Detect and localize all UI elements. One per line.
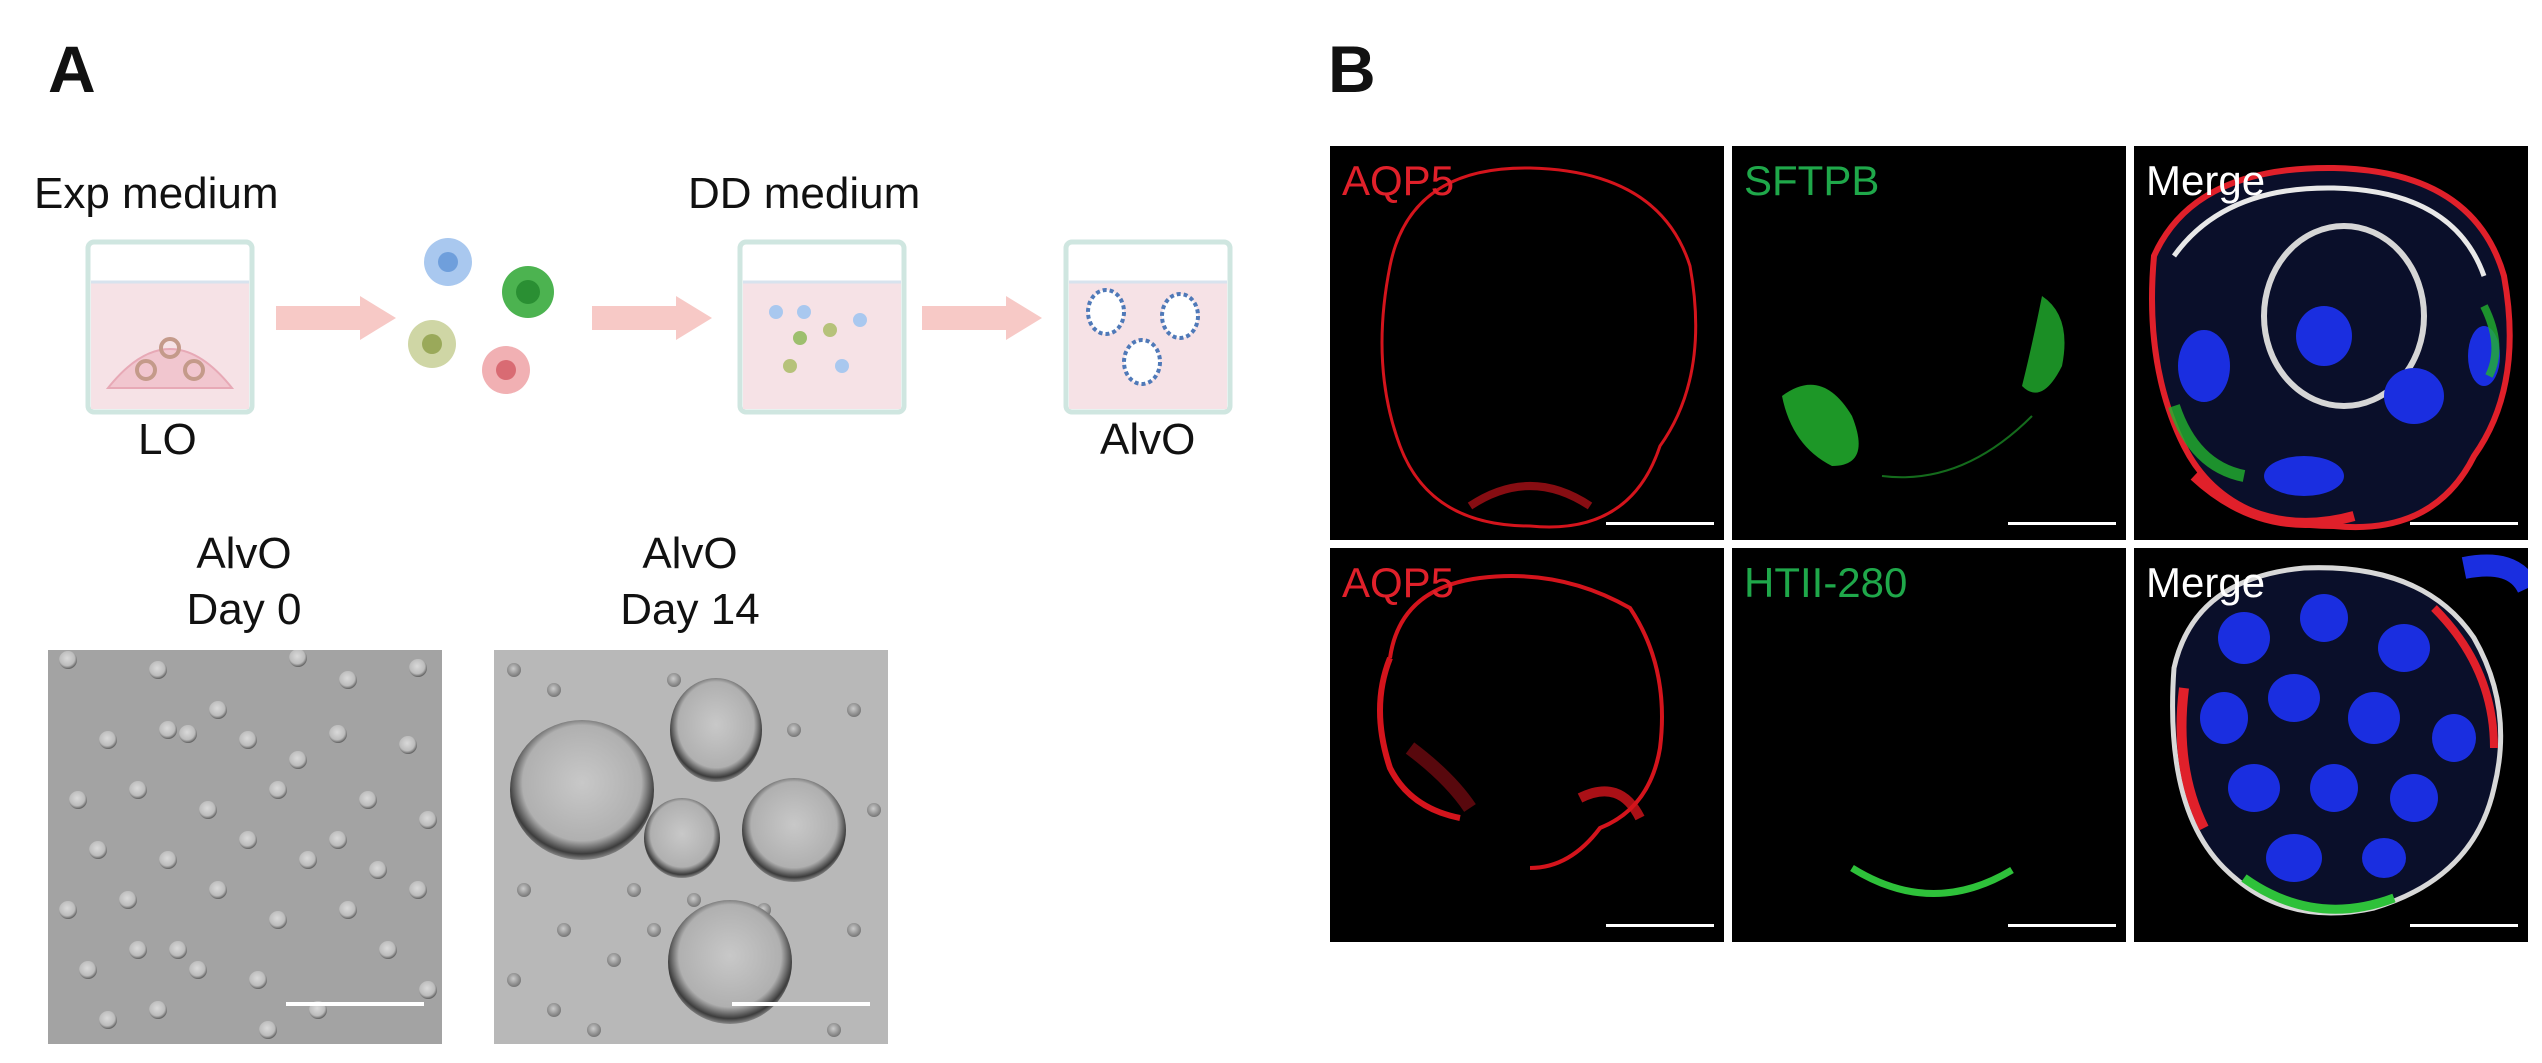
row2-htii280-scale-bar <box>2008 924 2116 927</box>
row2-merge-scale-bar <box>2410 924 2518 927</box>
exp-medium-well-icon <box>85 239 255 415</box>
arrow-3-icon <box>922 296 1042 340</box>
row1-aqp5-label: AQP5 <box>1342 157 1455 204</box>
row2-aqp5-label: AQP5 <box>1342 559 1455 606</box>
day0-title-line2: Day 0 <box>186 585 302 634</box>
row2-merge-image: Merge <box>2134 548 2528 942</box>
alvo-label: AlvO <box>1100 415 1196 464</box>
workflow-schematic <box>85 238 1233 415</box>
panel-b-letter: B <box>1328 32 1376 106</box>
day0-scale-bar <box>286 1002 424 1006</box>
row2-htii280-image: HTII-280 <box>1732 548 2126 942</box>
row2-aqp5-image: AQP5 <box>1330 548 1724 942</box>
day14-brightfield-image <box>494 650 888 1044</box>
dd-medium-label: DD medium <box>688 169 921 218</box>
row1-merge-image: Merge <box>2134 146 2528 540</box>
exp-medium-label: Exp medium <box>34 169 279 218</box>
dd-medium-well-icon <box>737 239 907 415</box>
row1-merge-scale-bar <box>2410 522 2518 525</box>
row1-merge-label: Merge <box>2146 157 2266 204</box>
row2-merge-label: Merge <box>2146 559 2266 606</box>
lo-label: LO <box>138 415 197 464</box>
row1-aqp5-image: AQP5 <box>1330 146 1724 540</box>
day14-scale-bar <box>732 1002 870 1006</box>
arrow-1-icon <box>276 296 396 340</box>
row1-sftpb-scale-bar <box>2008 522 2116 525</box>
dissociated-cells-icon <box>408 238 554 394</box>
row1-sftpb-label: SFTPB <box>1744 157 1880 204</box>
row2-aqp5-scale-bar <box>1606 924 1714 927</box>
arrow-2-icon <box>592 296 712 340</box>
row2-htii280-label: HTII-280 <box>1744 559 1908 606</box>
panel-a-letter: A <box>48 32 96 106</box>
day0-brightfield-image <box>48 650 442 1044</box>
row1-sftpb-image: SFTPB <box>1732 146 2126 540</box>
row1-aqp5-scale-bar <box>1606 522 1714 525</box>
day14-title-line1: AlvO <box>642 529 738 578</box>
day14-title-line2: Day 14 <box>620 585 760 634</box>
alvo-well-icon <box>1063 239 1233 415</box>
day0-title-line1: AlvO <box>196 529 292 578</box>
